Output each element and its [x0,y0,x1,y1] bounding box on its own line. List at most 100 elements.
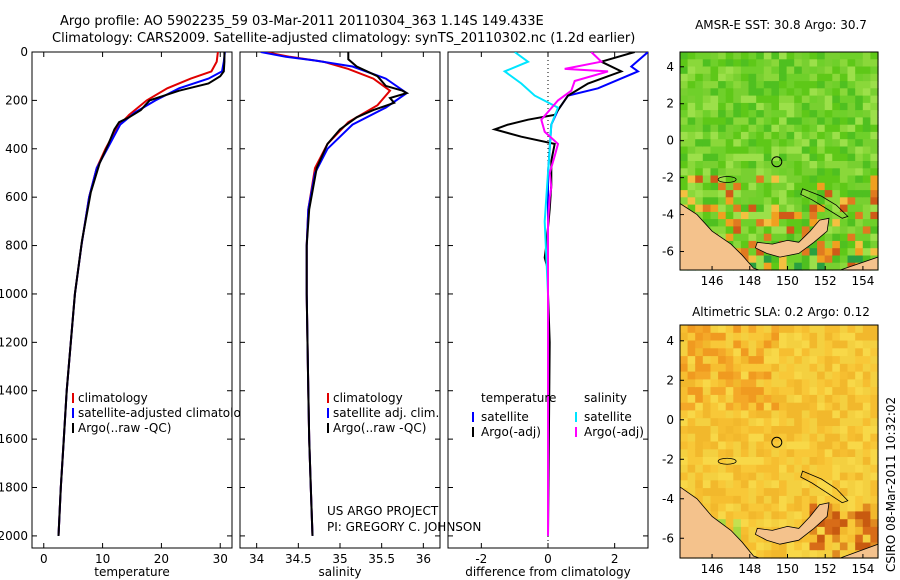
heatmap-cell [740,139,750,148]
heatmap-cell [862,472,871,481]
heatmap-cell [710,511,719,520]
heatmap-cell [847,204,856,213]
heatmap-cell [839,550,849,559]
heatmap-cell [824,88,833,97]
heatmap-cell [733,190,742,198]
heatmap-cell [817,255,826,264]
heatmap-cell [695,81,704,89]
heatmap-cell [855,503,864,512]
heatmap-cell [748,387,757,396]
heatmap-cell [710,449,719,458]
heatmap-cell [687,88,696,97]
heatmap-cell [847,102,856,111]
heatmap-cell [832,110,841,118]
heatmap-cell [710,161,719,169]
heatmap-cell [710,348,719,357]
heatmap-cell [771,197,780,206]
heatmap-cell [832,503,841,512]
heatmap-cell [695,161,704,169]
heatmap-cell [847,480,856,489]
heatmap-cell [801,255,810,264]
heatmap-cell [748,190,757,198]
heatmap-cell [801,146,810,155]
heatmap-cell [718,371,727,380]
heatmap-cell [740,464,750,474]
heatmap-cell [718,503,727,512]
heatmap-cell [710,52,719,60]
heatmap-cell [680,124,689,133]
heatmap-cell [870,233,879,242]
heatmap-cell [809,204,818,213]
heatmap-cell [786,95,795,104]
heatmap-cell [748,59,757,68]
heatmap-cell [763,441,772,450]
heatmap-cell [756,488,765,497]
heatmap-cell [680,139,689,148]
figure-title-line2: Climatology: CARS2009. Satellite-adjuste… [52,31,635,46]
heatmap-cell [870,110,879,118]
heatmap-cell [725,102,734,111]
heatmap-cell [832,402,841,412]
heatmap-cell [855,433,864,443]
heatmap-cell [801,550,810,559]
heatmap-cell [794,175,803,184]
heatmap-cell [725,441,734,450]
heatmap-cell [771,66,780,75]
heatmap-cell [862,371,871,380]
heatmap-cell [839,59,849,68]
heatmap-cell [839,124,849,133]
heatmap-cell [824,449,833,458]
heatmap-cell [855,190,864,198]
heatmap-cell [801,262,810,271]
heatmap-cell [786,542,795,551]
heatmap-cell [824,146,833,155]
heatmap-cell [817,190,826,198]
heatmap-cell [870,211,879,220]
heatmap-cell [702,219,711,227]
heatmap-cell [855,204,864,213]
heatmap-cell [740,95,750,104]
heatmap-cell [756,402,765,412]
heatmap-cell [710,168,719,177]
heatmap-cell [839,356,849,365]
heatmap-cell [680,110,689,118]
heatmap-cell [702,73,711,82]
heatmap-cell [786,472,795,481]
heatmap-cell [801,402,810,412]
x-tick-label: 34.5 [285,552,312,566]
heatmap-cell [733,379,742,388]
heatmap-cell [862,464,871,474]
heatmap-cell [756,219,765,227]
heatmap-cell [725,190,734,198]
heatmap-cell [786,182,795,191]
heatmap-cell [756,204,765,213]
heatmap-cell [687,387,696,396]
heatmap-cell [794,117,803,126]
heatmap-cell [824,325,833,334]
heatmap-cell [801,190,810,198]
heatmap-cell [748,182,757,191]
new-britain-land [754,217,830,258]
heatmap-cell [733,371,742,380]
credits-line2: PI: GREGORY C. JOHNSON [327,520,481,534]
heatmap-cell [733,95,742,104]
y-tick-label: -6 [662,245,674,259]
x-tick-label: -2 [475,552,487,566]
heatmap-cell [817,426,826,435]
heatmap-cell [718,204,727,213]
heatmap-cell [718,472,727,481]
heatmap-cell [756,394,765,404]
heatmap-cell [839,526,849,536]
heatmap-cell [809,402,818,412]
heatmap-cell [779,394,788,404]
heatmap-cell [786,255,795,264]
heatmap-cell [817,233,826,242]
heatmap-cell [855,248,864,257]
heatmap-cell [824,52,833,60]
heatmap-cell [801,449,810,458]
heatmap-cell [695,379,704,388]
x-tick-label: 36 [416,552,431,566]
heatmap-cell [786,153,795,162]
heatmap-cell [687,356,696,365]
heatmap-cell [794,402,803,412]
